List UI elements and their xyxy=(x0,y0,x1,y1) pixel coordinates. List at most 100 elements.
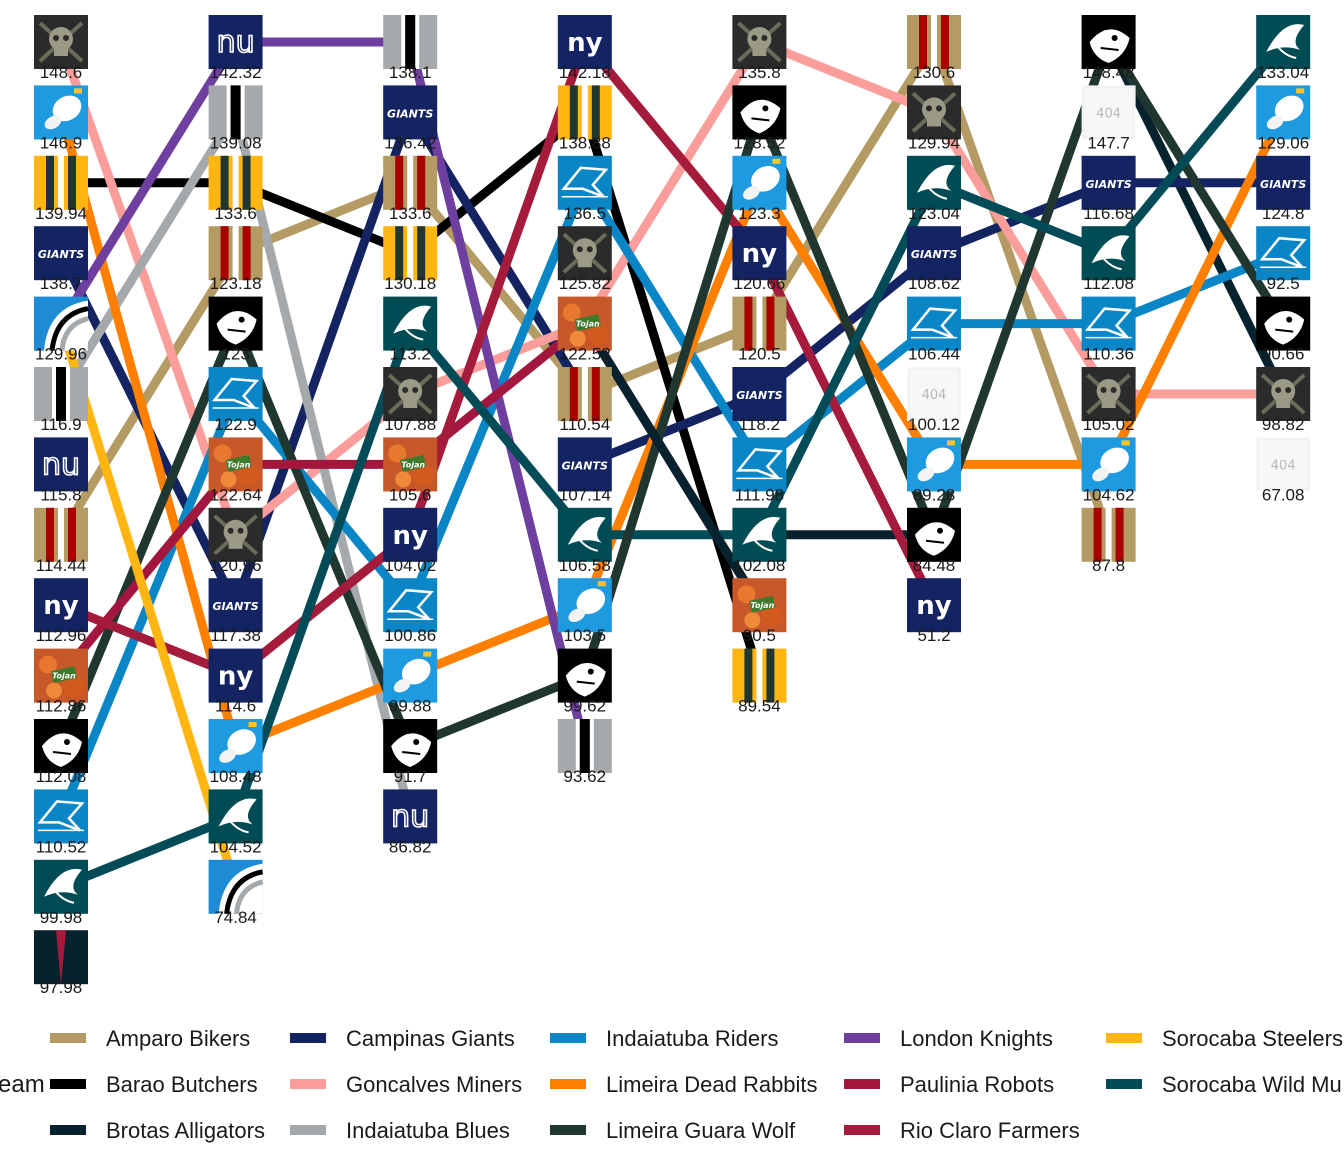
eagle-icon xyxy=(208,789,263,844)
data-point: 139.94 xyxy=(34,155,88,223)
white-rabbit-icon xyxy=(34,85,88,140)
legend-key xyxy=(290,1125,326,1135)
giants-wordmark-icon: GIANTS xyxy=(1081,155,1136,210)
data-point: 120.96 xyxy=(208,507,263,575)
svg-text:ny: ny xyxy=(43,591,79,621)
svg-text:Tojan: Tojan xyxy=(227,460,251,469)
data-label: 138.88 xyxy=(559,133,611,152)
legend-key xyxy=(290,1033,326,1043)
data-point: nu 86.82 xyxy=(383,789,438,856)
skull-pickaxe-icon xyxy=(34,15,88,69)
data-point: 123.18 xyxy=(208,226,263,293)
series-line-brotas-alligators xyxy=(1104,40,1288,396)
data-point: GIANTS 116.68 xyxy=(1081,155,1136,223)
data-label: 93.62 xyxy=(564,767,607,786)
data-label: 114.44 xyxy=(36,556,87,575)
giants-wordmark-icon: GIANTS xyxy=(383,85,438,140)
data-label: 110.54 xyxy=(559,415,610,434)
series-line-limeira-guara-wolf xyxy=(580,111,764,677)
data-label: 107.88 xyxy=(384,415,436,434)
helmet-stripes-icon xyxy=(34,296,89,351)
data-label: 107.14 xyxy=(559,485,611,504)
data-point: 112.08 xyxy=(34,719,88,786)
data-label: 142.32 xyxy=(210,63,262,82)
legend-item-campinas-giants: Campinas Giants xyxy=(290,1026,515,1051)
data-point: ny 142.18 xyxy=(557,15,612,82)
svg-text:GIANTS: GIANTS xyxy=(212,600,258,613)
data-point: 125.82 xyxy=(557,226,612,293)
eagle-icon xyxy=(383,296,438,351)
skull-pickaxe-icon xyxy=(1081,367,1136,421)
data-point: 110.54 xyxy=(557,367,612,434)
data-label: 123 xyxy=(221,345,249,364)
data-label: 130.6 xyxy=(913,63,956,82)
ny-logo-icon: ny xyxy=(907,578,961,633)
data-point: ny 114.6 xyxy=(208,648,263,716)
data-point: ny 51.2 xyxy=(907,578,961,645)
giants-wordmark-icon: GIANTS xyxy=(907,226,961,281)
gray-black-stripe-icon xyxy=(557,719,612,773)
data-point: ny 120.66 xyxy=(732,226,787,293)
legend-key xyxy=(1106,1033,1142,1043)
gold-red-stripes-icon xyxy=(1081,507,1136,562)
legend-label: London Knights xyxy=(900,1026,1053,1051)
gray-black-stripe-icon xyxy=(208,85,263,140)
broken-image-icon: 404 xyxy=(907,367,961,421)
data-point: 123 xyxy=(208,296,263,364)
white-rabbit-icon xyxy=(208,719,263,773)
data-point: 105.02 xyxy=(1081,367,1136,434)
jaguar-head-icon xyxy=(732,85,787,140)
data-label: 91.7 xyxy=(394,767,427,786)
svg-text:GIANTS: GIANTS xyxy=(562,459,608,472)
jaguar-head-icon xyxy=(1081,15,1136,69)
svg-text:ny: ny xyxy=(742,239,778,269)
data-label: 98.82 xyxy=(1262,415,1305,434)
orange-photo-icon: Tojan xyxy=(208,437,263,492)
svg-text:ny: ny xyxy=(916,591,952,621)
data-label: 108.62 xyxy=(908,274,960,293)
data-point: 99.98 xyxy=(34,859,88,927)
data-point: 103.5 xyxy=(557,578,612,645)
legend-item-barao-butchers: Barao Butchers xyxy=(50,1072,258,1097)
orange-photo-icon: Tojan xyxy=(383,437,438,492)
gray-black-stripe-icon xyxy=(383,15,438,69)
legend-item-indaiatuba-riders: Indaiatuba Riders xyxy=(550,1026,778,1051)
helmet-stripes-icon xyxy=(208,859,264,915)
data-label: 128.52 xyxy=(733,133,785,152)
ny-logo-icon: ny xyxy=(34,578,88,633)
ny-outline-logo-icon: nu xyxy=(383,789,438,844)
series-line-brotas-alligators xyxy=(580,321,764,608)
data-label: 148.48 xyxy=(1083,63,1135,82)
legend-key xyxy=(844,1033,880,1043)
data-point: Tojan 122.64 xyxy=(208,437,263,504)
data-point: 123.3 xyxy=(732,155,787,223)
jaguar-head-icon xyxy=(557,648,612,703)
data-point: GIANTS 136.42 xyxy=(383,85,438,152)
gold-green-stripes-icon xyxy=(557,85,612,140)
data-label: 122.52 xyxy=(559,345,611,364)
data-point: 129.06 xyxy=(1256,85,1311,152)
broken-image-icon: 404 xyxy=(1081,85,1136,140)
data-label: 103.5 xyxy=(564,626,607,645)
ny-logo-icon: ny xyxy=(557,15,612,69)
data-label: 120.5 xyxy=(738,345,781,364)
panther-icon xyxy=(1081,296,1136,351)
data-point: 110.52 xyxy=(34,789,88,856)
data-point: ny 104.02 xyxy=(383,507,438,575)
legend-key xyxy=(1106,1079,1142,1089)
svg-text:Tojan: Tojan xyxy=(52,672,76,681)
data-point: 122.9 xyxy=(208,367,263,434)
eagle-icon xyxy=(907,155,961,210)
data-point: Tojan 90.5 xyxy=(732,578,787,645)
data-label: 112.86 xyxy=(36,697,87,716)
legend-label: Limeira Guara Wolf xyxy=(606,1118,796,1143)
ny-outline-logo-icon: nu xyxy=(34,437,88,492)
data-label: 74.84 xyxy=(214,908,257,927)
data-point: 133.6 xyxy=(208,155,263,223)
orange-photo-icon: Tojan xyxy=(557,296,612,351)
data-label: 136.5 xyxy=(564,204,607,223)
svg-text:nu: nu xyxy=(217,25,255,60)
eagle-icon xyxy=(1081,226,1136,281)
legend-item-paulinia-robots: Paulinia Robots xyxy=(844,1072,1054,1097)
skull-pickaxe-icon xyxy=(557,226,612,281)
